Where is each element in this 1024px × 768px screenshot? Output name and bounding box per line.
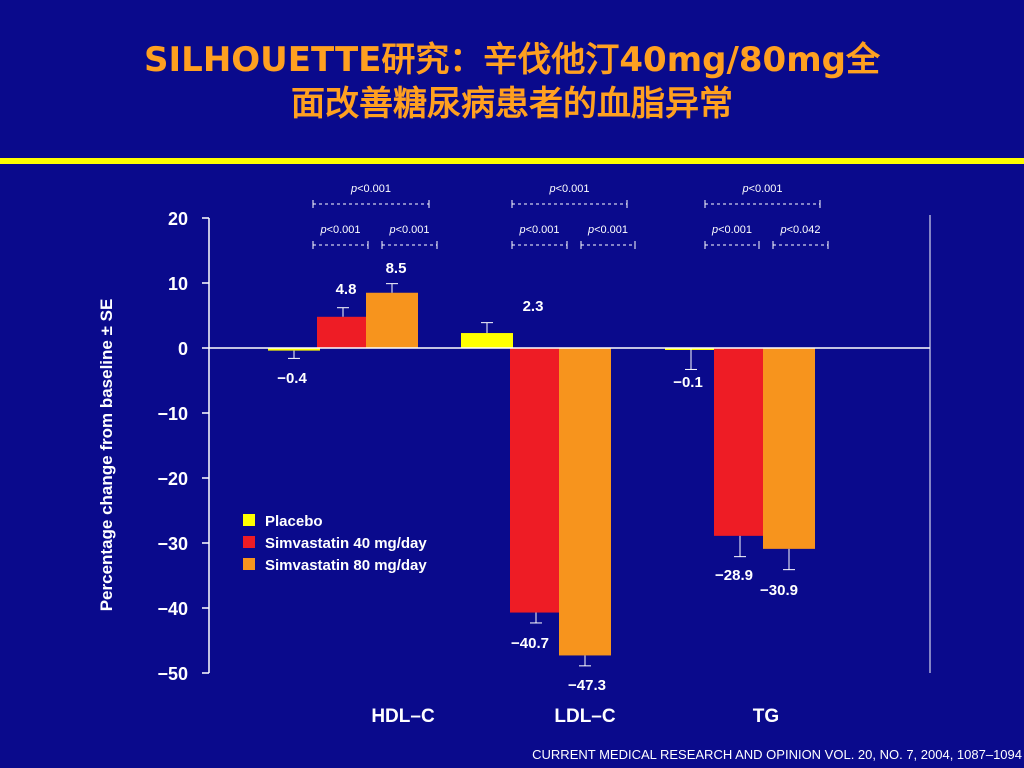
y-tick-label: −50 — [157, 664, 188, 684]
legend-label: Simvastatin 80 mg/day — [265, 557, 427, 574]
data-label: −47.3 — [568, 677, 606, 694]
y-tick-label: −10 — [157, 404, 188, 424]
legend-label: Simvastatin 40 mg/day — [265, 535, 427, 552]
title-line-2: 面改善糖尿病患者的血脂异常 — [291, 84, 733, 124]
data-label: −40.7 — [511, 635, 549, 652]
data-label: −0.1 — [673, 374, 703, 391]
bar — [714, 348, 766, 536]
legend-swatch — [243, 536, 255, 548]
data-label: −30.9 — [760, 582, 798, 599]
bar — [268, 348, 320, 351]
data-label: −28.9 — [715, 567, 753, 584]
y-tick-label: −40 — [157, 599, 188, 619]
p-value-overall: p<0.001 — [350, 183, 391, 195]
y-tick-label: 10 — [168, 274, 188, 294]
y-axis-title: Percentage change from baseline ± SE — [97, 299, 116, 612]
p-value-80mg: p<0.001 — [587, 224, 628, 236]
slide-title: SILHOUETTE研究：辛伐他汀40mg/80mg全 面改善糖尿病患者的血脂异… — [0, 38, 1024, 126]
legend-label: Placebo — [265, 513, 323, 530]
bar — [763, 348, 815, 549]
p-value-40mg: p<0.001 — [319, 224, 360, 236]
p-value-overall: p<0.001 — [548, 183, 589, 195]
data-label: 2.3 — [523, 298, 544, 315]
data-label: −0.4 — [277, 370, 307, 387]
legend-swatch — [243, 514, 255, 526]
p-value-80mg: p<0.042 — [779, 224, 820, 236]
bar — [317, 316, 369, 348]
legend-swatch — [243, 558, 255, 570]
p-value-40mg: p<0.001 — [518, 224, 559, 236]
p-value-overall: p<0.001 — [741, 183, 782, 195]
y-tick-label: −20 — [157, 469, 188, 489]
y-tick-label: −30 — [157, 534, 188, 554]
data-label: 8.5 — [386, 260, 407, 277]
p-value-40mg: p<0.001 — [711, 224, 752, 236]
y-tick-label: 20 — [168, 209, 188, 229]
p-value-80mg: p<0.001 — [388, 224, 429, 236]
bar — [461, 333, 513, 348]
y-tick-label: 0 — [178, 339, 188, 359]
data-label: 4.8 — [336, 281, 357, 298]
source-citation: CURRENT MEDICAL RESEARCH AND OPINION VOL… — [532, 747, 1022, 762]
title-line-1: SILHOUETTE研究：辛伐他汀40mg/80mg全 — [144, 40, 880, 80]
bar — [510, 348, 562, 613]
bar — [559, 348, 611, 656]
bar — [366, 292, 418, 348]
category-label: HDL–C — [371, 706, 435, 727]
title-divider — [0, 158, 1024, 164]
category-label: TG — [753, 706, 779, 727]
category-label: LDL–C — [554, 706, 616, 727]
